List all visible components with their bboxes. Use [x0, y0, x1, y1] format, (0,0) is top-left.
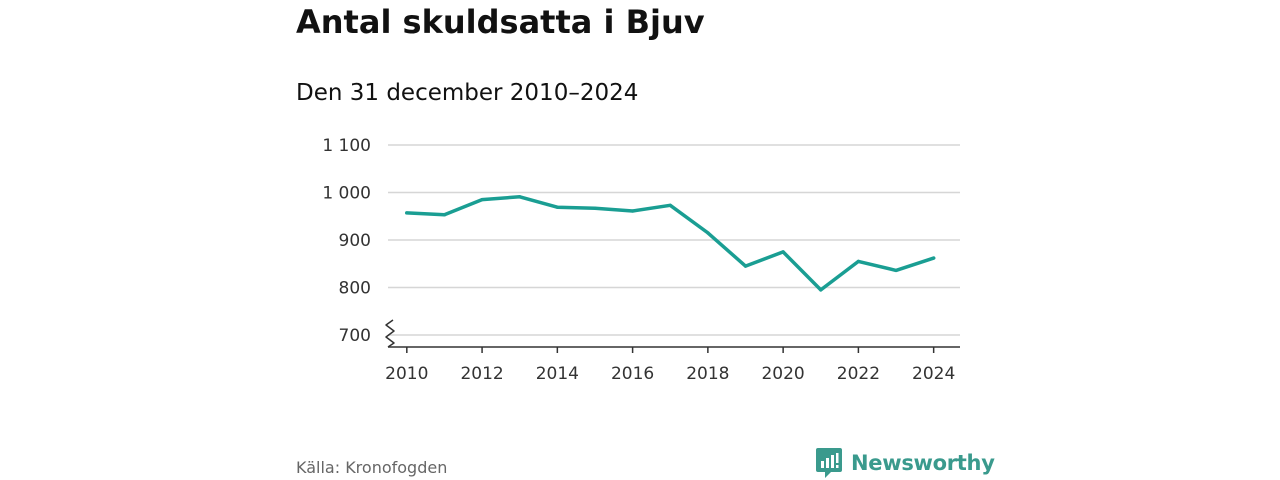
data-point [743, 264, 748, 268]
x-tick-label: 2012 [460, 364, 503, 384]
data-point [856, 259, 860, 263]
data-point [706, 231, 710, 235]
axis-break-icon [385, 319, 395, 348]
x-tick-label: 2020 [761, 364, 804, 384]
brand-logo-link[interactable]: Newsworthy [815, 446, 995, 480]
data-point [405, 211, 409, 215]
x-tick-label: 2010 [385, 364, 428, 384]
series-line-0 [405, 195, 936, 292]
data-point [480, 198, 484, 202]
series-layer [405, 195, 936, 292]
data-point [442, 213, 447, 217]
x-tick-label: 2016 [611, 364, 654, 384]
y-tick-label: 1 100 [322, 136, 371, 156]
data-point [593, 206, 597, 210]
y-tick-label: 1 000 [322, 184, 371, 204]
data-point [819, 288, 823, 292]
y-tick-label: 800 [339, 279, 371, 299]
tick-labels: 700 800 900 1 000 1 100 2010 2012 2014 2016 2018 2… [322, 136, 955, 384]
brand-name: Newsworthy [851, 451, 995, 475]
data-point [631, 209, 635, 213]
data-point [668, 203, 672, 207]
data-point [781, 250, 785, 254]
chart-title: Antal skuldsatta i Bjuv [296, 3, 705, 41]
chart-subtitle: Den 31 december 2010–2024 [296, 80, 639, 106]
gridlines [388, 144, 960, 336]
data-point [518, 195, 522, 199]
y-tick-label: 900 [339, 231, 371, 251]
data-point [894, 268, 898, 272]
axes [385, 319, 960, 353]
x-tick-label: 2024 [912, 364, 955, 384]
data-point [555, 205, 559, 209]
x-tick-label: 2022 [837, 364, 880, 384]
source-note: Källa: Kronofogden [296, 458, 448, 477]
x-tick-label: 2014 [536, 364, 579, 384]
newsworthy-logo-icon [816, 448, 842, 478]
x-tick-label: 2018 [686, 364, 729, 384]
y-tick-label: 700 [339, 326, 371, 346]
data-point [932, 256, 936, 260]
